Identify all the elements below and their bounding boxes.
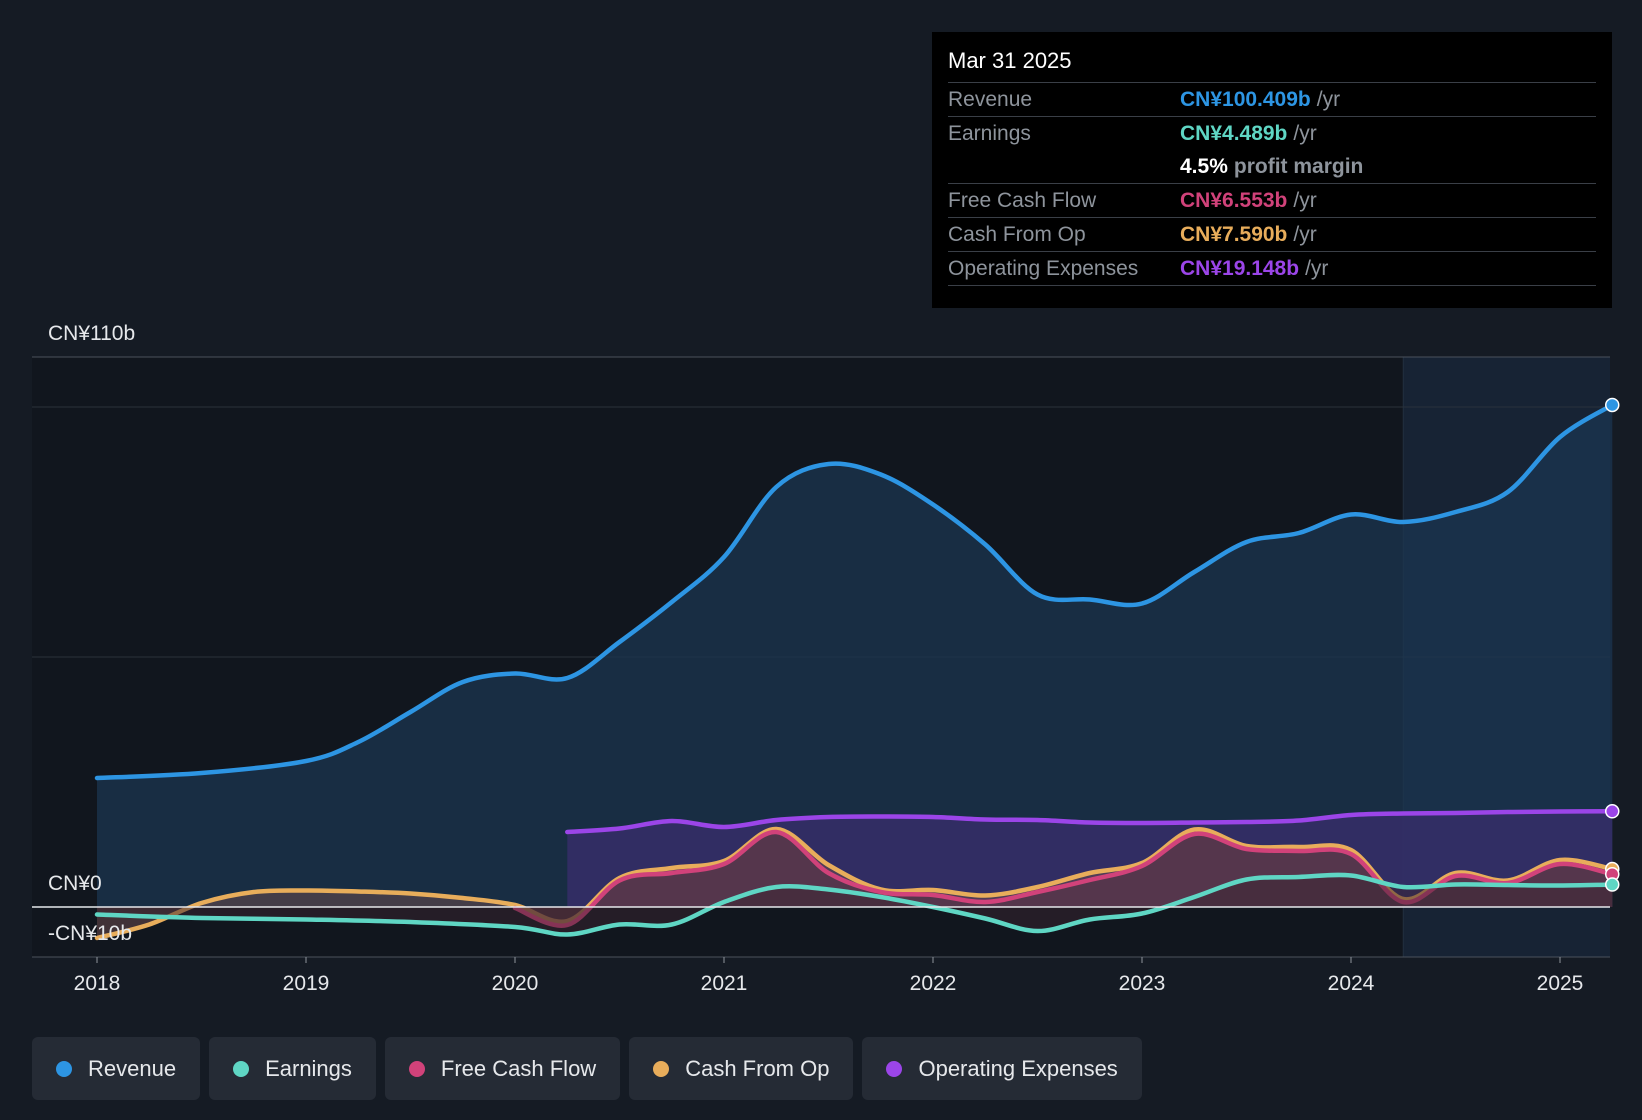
tooltip-row-label: Operating Expenses [948, 256, 1139, 280]
tooltip-row-unit: /yr [1293, 222, 1317, 246]
tooltip-row-value: CN¥6.553b [1180, 188, 1288, 212]
legend-item-revenue[interactable]: Revenue [32, 1037, 201, 1100]
tooltip-row-unit: profit margin [1233, 154, 1364, 178]
tooltip-date: Mar 31 2025 [948, 48, 1072, 73]
legend-item-cash-from-op[interactable]: Cash From Op [629, 1037, 854, 1100]
x-tick-label: 2021 [701, 972, 748, 995]
tooltip-row-unit: /yr [1305, 256, 1329, 280]
tooltip-rows: Revenue CN¥100.409b/yr Earnings CN¥4.489b/y… [948, 82, 1596, 286]
legend-item-free-cash-flow[interactable]: Free Cash Flow [384, 1037, 621, 1100]
revenue-line [94, 402, 1615, 781]
x-tick-label: 2024 [1328, 972, 1375, 995]
earnings-area [97, 874, 1613, 935]
legend-label: Free Cash Flow [440, 1055, 597, 1081]
legend-label: Revenue [88, 1055, 177, 1081]
y-label-zero: CN¥0 [48, 872, 102, 895]
operating-expenses-line [565, 809, 1615, 835]
x-tick-label: 2025 [1537, 972, 1584, 995]
legend-dot-icon [233, 1060, 250, 1077]
tooltip-row-unit: /yr [1316, 87, 1341, 111]
legend-label: Cash From Op [685, 1055, 830, 1081]
x-tick-label: 2020 [492, 972, 539, 995]
operating-expenses-end-marker [1605, 804, 1620, 819]
legend-dot-icon [653, 1060, 670, 1077]
tooltip-row-value: CN¥7.590b [1180, 222, 1288, 246]
cash-from-op-line [94, 826, 1615, 941]
legend-label: Earnings [265, 1055, 352, 1081]
legend-dot-icon [886, 1060, 903, 1077]
revenue-area [97, 405, 1613, 907]
tooltip-row: Free Cash Flow CN¥6.553b/yr [948, 183, 1596, 217]
y-label-bottom: -CN¥10b [48, 922, 132, 945]
tooltip-row: Operating Expenses CN¥19.148b/yr [948, 251, 1596, 286]
series-layer [94, 397, 1620, 941]
tooltip-row-label: Earnings [948, 121, 1031, 145]
tooltip-row: Cash From Op CN¥7.590b/yr [948, 217, 1596, 251]
tooltip-row-value: CN¥19.148b [1180, 256, 1300, 280]
x-tick-label: 2018 [74, 972, 121, 995]
tooltip: Mar 31 2025 Revenue CN¥100.409b/yr Earning… [932, 32, 1612, 308]
legend-label: Operating Expenses [918, 1055, 1118, 1081]
axes: 2018 2019 2020 2021 2022 2023 2024 2025 [32, 906, 1610, 995]
x-tick-label: 2019 [283, 972, 330, 995]
tooltip-row-unit: /yr [1293, 121, 1317, 145]
revenue-end-marker [1605, 397, 1620, 413]
tooltip-row-unit: /yr [1293, 188, 1317, 212]
legend: Revenue Earnings Free Cash Flow Cash From O… [32, 1037, 1142, 1100]
tooltip-row-label: Cash From Op [948, 222, 1086, 246]
tooltip-row-value: CN¥100.409b [1180, 87, 1311, 111]
y-label-top: CN¥110b [48, 322, 135, 345]
earnings-end-marker [1605, 877, 1620, 892]
legend-dot-icon [56, 1060, 72, 1077]
legend-dot-icon [408, 1060, 425, 1077]
tooltip-row: Revenue CN¥100.409b/yr [948, 82, 1596, 116]
tooltip-row: Earnings CN¥4.489b/yr [948, 116, 1596, 150]
tooltip-row-value: 4.5% [1180, 154, 1228, 178]
tooltip-row-value: CN¥4.489b [1180, 121, 1288, 145]
x-tick-label: 2022 [910, 972, 957, 995]
tooltip-row: 4.5% profit margin [948, 150, 1596, 183]
legend-item-earnings[interactable]: Earnings [209, 1037, 376, 1100]
legend-item-operating-expenses[interactable]: Operating Expenses [862, 1037, 1142, 1100]
tooltip-row-label: Revenue [948, 87, 1033, 111]
x-tick-label: 2023 [1119, 972, 1166, 995]
tooltip-row-label: Free Cash Flow [948, 188, 1097, 212]
